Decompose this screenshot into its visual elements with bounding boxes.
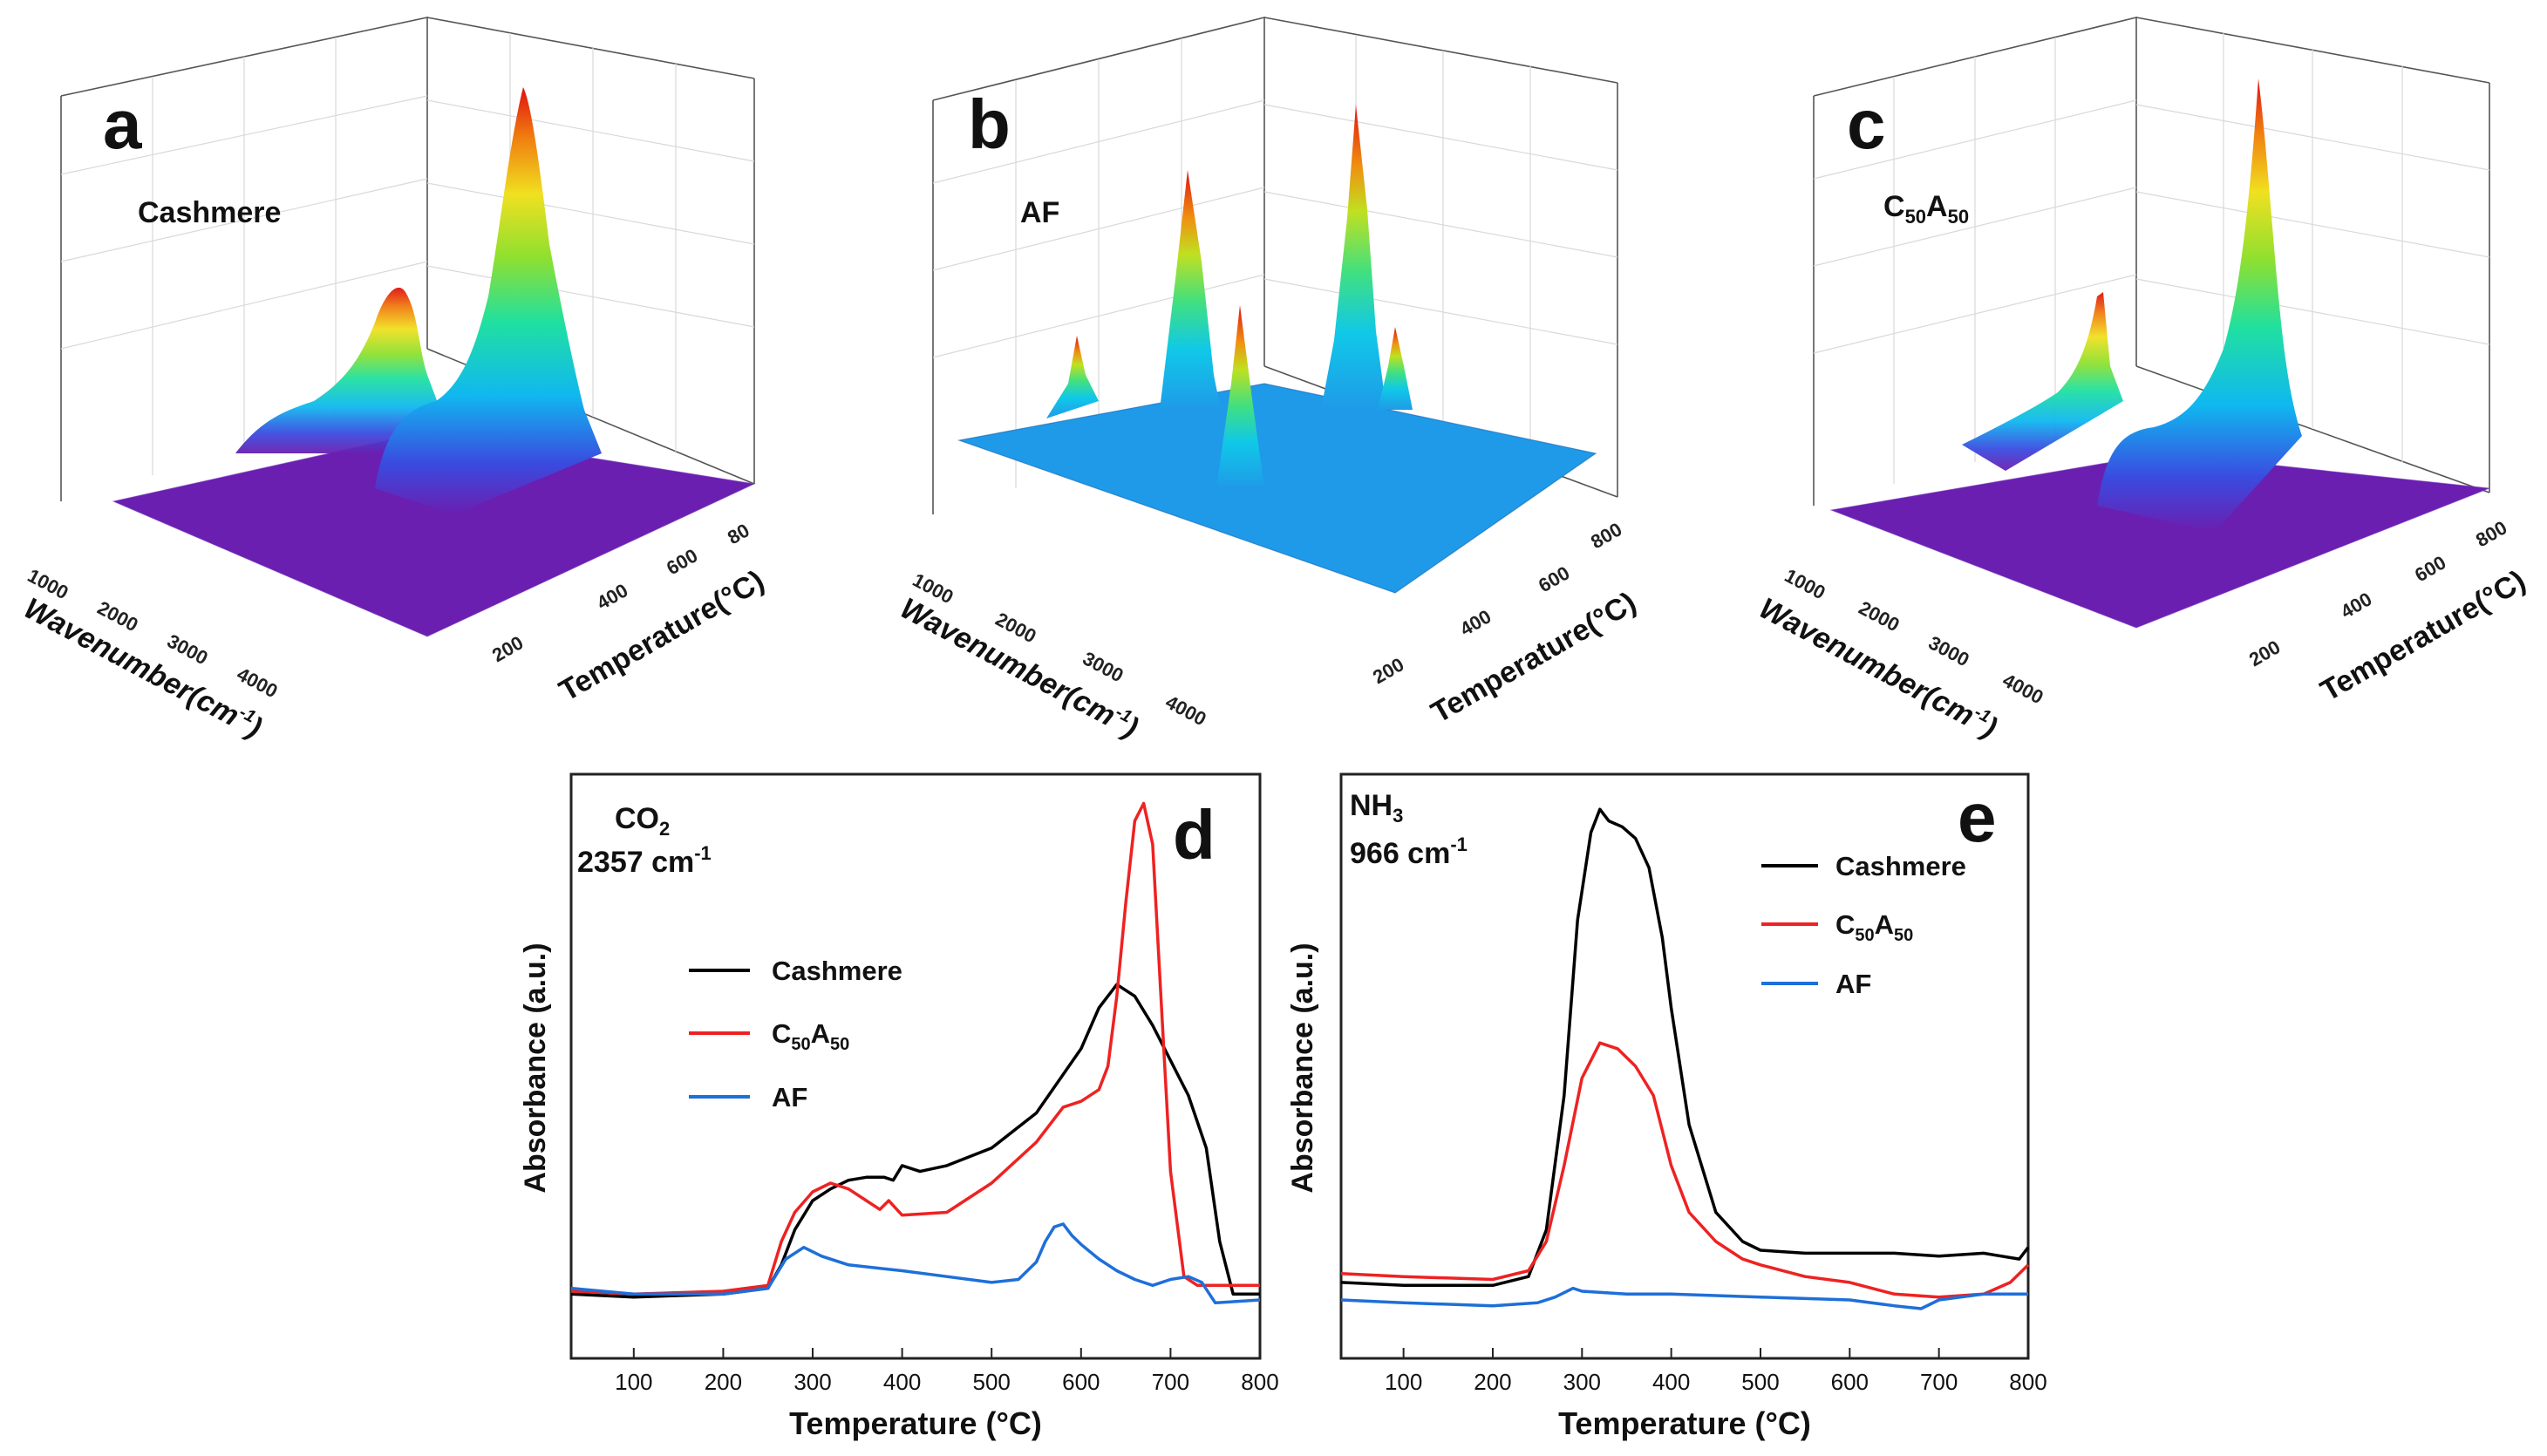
panel-d-xtick-label: 200: [705, 1369, 742, 1395]
panel-e-xtick-label: 600: [1831, 1369, 1869, 1395]
panel-c-yaxis-title: Temperature(°C): [2315, 564, 2531, 708]
panel-b-peak: [1216, 305, 1264, 488]
panel-c-3d-plot: c C50A50 1000 2000 3000 4000 200 400 600…: [1754, 16, 2531, 745]
panel-d-series-af: [570, 1222, 1261, 1305]
panel-c-grid: [1813, 33, 2490, 484]
panel-a-xtick: 4000: [234, 663, 282, 702]
panel-d-lines: [570, 801, 1261, 1305]
panel-b-ytick: 800: [1587, 518, 1625, 553]
panel-d-xtick-label: 500: [973, 1369, 1011, 1395]
panel-a-xaxis-title: Wavenumber(cm-1): [18, 591, 267, 745]
panel-e-xtick-label: 300: [1563, 1369, 1601, 1395]
panel-c-letter: c: [1847, 85, 1886, 163]
panel-e-gas-label: NH3: [1350, 789, 1403, 827]
panel-a-high-peak: [375, 87, 602, 514]
panel-a-surface-floor: [113, 432, 754, 636]
panel-d-letter: d: [1173, 796, 1216, 874]
panel-d-xtick-label: 400: [883, 1369, 921, 1395]
panel-a-sample-label: Cashmere: [138, 196, 281, 229]
panel-e-legend-af: AF: [1835, 969, 1871, 999]
panel-c-surface-floor: [1831, 453, 2489, 628]
panel-e-chart: 100 200 300 400 500 600 700 800 NH3 966 cm-1 e …: [1286, 772, 2047, 1441]
panel-d-wavenumber-label: 2357 cm-1: [577, 842, 712, 879]
panel-b-peak: [1321, 105, 1386, 410]
panel-d-xtick-label: 300: [793, 1369, 831, 1395]
panel-e-letter: e: [1958, 779, 1997, 856]
panel-a-ytick: 80: [724, 519, 753, 548]
panel-a-3d-plot: a Cashmere 1000 2000 3000 4000 200 400 6…: [18, 17, 770, 745]
panel-c-ytick: 200: [2245, 636, 2284, 670]
panel-b-ytick: 400: [1456, 605, 1495, 640]
panel-e-yaxis-title: Absorbance (a.u.): [1286, 942, 1319, 1193]
panel-c-sample-label: C50A50: [1883, 190, 1969, 228]
panel-b-3d-plot: b AF 1000 2000 3000 4000 200 400 600 800…: [895, 16, 1642, 745]
panel-e-xtick-label: 800: [2009, 1369, 2046, 1395]
panel-e-series-c50a50: [1340, 1041, 2030, 1299]
panel-b-peak: [1378, 327, 1413, 410]
panel-b-surface-floor: [959, 384, 1596, 593]
panel-c-surface: [1829, 78, 2490, 629]
panel-d-legend-c50a50: C50A50: [772, 1018, 849, 1054]
panel-e-legend-cashmere: Cashmere: [1835, 851, 1966, 881]
panel-a-low-peak: [235, 287, 440, 453]
panel-b-xtick: 4000: [1162, 691, 1210, 730]
panel-e-xaxis-title: Temperature (°C): [1558, 1405, 1811, 1441]
panel-d-xtick-label: 600: [1062, 1369, 1100, 1395]
panel-e-series-af: [1340, 1286, 2028, 1310]
panel-c-xtick: 4000: [1999, 669, 2047, 708]
panel-c-high-peak: [2097, 78, 2302, 532]
panel-d-legend-af: AF: [772, 1082, 807, 1112]
panel-b-letter: b: [968, 85, 1011, 163]
panel-b-peak: [1160, 170, 1221, 410]
panel-c-ytick: 800: [2472, 516, 2510, 551]
panel-c-xtick: 3000: [1925, 631, 1973, 670]
panel-d-series-cashmere: [570, 983, 1260, 1299]
panel-e-xtick-label: 700: [1920, 1369, 1958, 1395]
panel-d-legend-cashmere: Cashmere: [772, 956, 902, 986]
panel-a-ytick: 600: [663, 544, 701, 579]
panel-a-letter: a: [103, 85, 142, 163]
panel-d-legend: Cashmere C50A50 AF: [689, 956, 902, 1112]
panel-d-xtick-label: 700: [1152, 1369, 1189, 1395]
panel-e-wavenumber-label: 966 cm-1: [1350, 833, 1468, 870]
panel-b-sample-label: AF: [1020, 196, 1059, 229]
panel-e-xtick-label: 100: [1385, 1369, 1422, 1395]
panel-e-series-cashmere: [1340, 807, 2030, 1288]
panel-b-surface: [957, 105, 1597, 594]
panel-d-xtick-label: 100: [615, 1369, 652, 1395]
panel-b-xtick: 3000: [1079, 647, 1127, 686]
panel-b-peak: [1046, 336, 1099, 418]
panel-d-axes-frame: [569, 772, 1262, 1360]
panel-d-series-c50a50: [570, 801, 1260, 1296]
panel-d-gas-label: CO2: [615, 802, 670, 840]
panel-a-xtick: 3000: [164, 629, 212, 669]
panel-e-axes-frame: [1339, 772, 2030, 1360]
panel-d-xticks: 100 200 300 400 500 600 700 800: [615, 1348, 1279, 1395]
panel-d-yaxis-title: Absorbance (a.u.): [519, 942, 552, 1193]
panel-e-xtick-label: 500: [1741, 1369, 1779, 1395]
panel-b-ytick: 200: [1369, 653, 1407, 688]
panel-a-ytick: 400: [593, 579, 631, 614]
panel-e-xtick-label: 400: [1652, 1369, 1690, 1395]
panel-c-xtick: 1000: [1781, 564, 1829, 603]
panel-e-lines: [1340, 807, 2030, 1310]
panel-a-ytick: 200: [488, 631, 527, 666]
panel-d-xaxis-title: Temperature (°C): [789, 1405, 1042, 1441]
panel-a-grid: [60, 33, 755, 475]
panel-d-xtick-label: 800: [1241, 1369, 1278, 1395]
panel-c-low-peak: [1962, 292, 2123, 471]
panel-e-xticks: 100 200 300 400 500 600 700 800: [1385, 1348, 2047, 1395]
panel-c-xtick: 2000: [1856, 596, 1903, 636]
panel-d-chart: 100 200 300 400 500 600 700 800 CO2 2357 cm-1 d…: [519, 772, 1279, 1441]
panel-a-surface: [112, 87, 756, 637]
panel-e-xtick-label: 200: [1474, 1369, 1511, 1395]
panel-c-ytick: 400: [2337, 588, 2375, 623]
panel-a-yaxis-title: Temperature(°C): [554, 564, 770, 708]
panel-b-ytick: 600: [1535, 561, 1573, 596]
panel-b-yaxis-title: Temperature(°C): [1426, 586, 1642, 730]
panel-c-ytick: 600: [2411, 551, 2449, 586]
